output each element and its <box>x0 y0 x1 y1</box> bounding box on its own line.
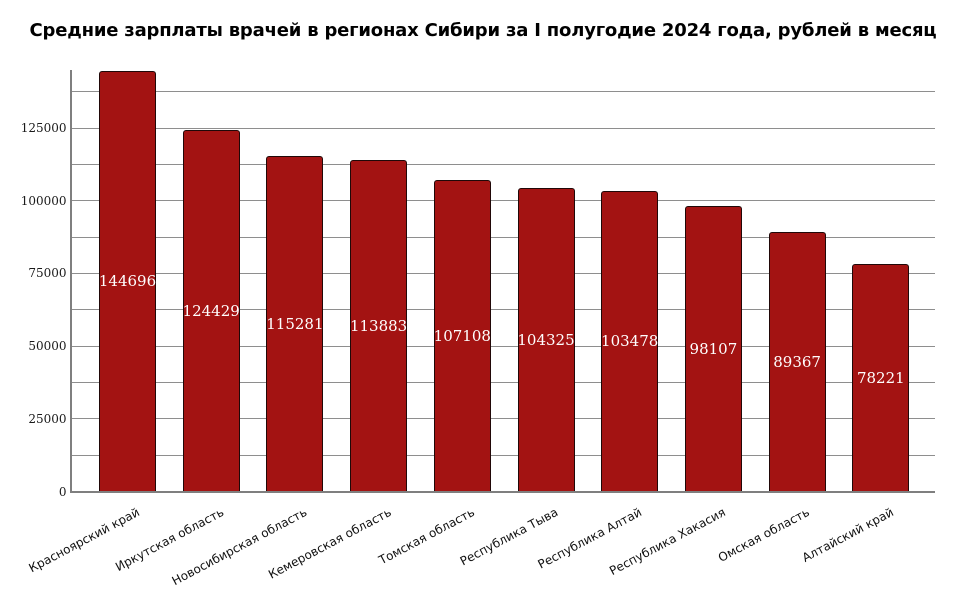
bar-value-label: 78221 <box>856 368 905 387</box>
bar-value-label: 115281 <box>266 314 324 333</box>
chart-title: Средние зарплаты врачей в регионах Сибир… <box>29 20 937 41</box>
bar-value-label: 107108 <box>433 326 491 345</box>
bar <box>182 129 240 492</box>
y-tick-label: 100000 <box>20 193 67 208</box>
x-axis-spine <box>69 491 935 493</box>
grid-line <box>70 163 935 165</box>
y-tick-label: 25000 <box>28 411 67 426</box>
bar-value-label: 98107 <box>689 339 738 358</box>
bar <box>517 188 575 492</box>
grid-line <box>70 236 935 238</box>
grid-line <box>70 91 935 93</box>
bar <box>99 70 156 492</box>
bar <box>768 231 826 492</box>
bar-value-label: 124429 <box>182 301 240 320</box>
y-tick-label: 0 <box>58 484 67 499</box>
bar <box>684 206 742 492</box>
bar <box>852 264 910 492</box>
grid-line <box>70 309 935 311</box>
bar-value-label: 144696 <box>98 272 157 291</box>
bar-value-label: 103478 <box>601 332 659 351</box>
y-axis-spine <box>69 70 72 492</box>
bar-value-label: 89367 <box>773 352 821 371</box>
grid-line <box>70 454 935 456</box>
bar <box>266 156 324 492</box>
bar-value-label: 104325 <box>517 330 575 349</box>
x-axis-label: Омская область <box>715 504 812 565</box>
grid-line <box>70 345 935 347</box>
grid-line <box>70 272 935 274</box>
bar <box>433 180 491 492</box>
grid-line <box>70 127 935 129</box>
grid-line <box>70 200 935 202</box>
x-axis-label: Алтайский край <box>799 504 896 565</box>
y-tick-label: 75000 <box>28 266 67 281</box>
bar-value-label: 113883 <box>349 316 408 335</box>
bar <box>601 190 659 492</box>
x-axis-label: Новосибирская область <box>169 504 310 588</box>
grid-line <box>70 381 935 383</box>
y-tick-label: 125000 <box>20 121 67 136</box>
bar <box>350 160 408 492</box>
y-tick-label: 50000 <box>28 339 67 354</box>
grid-line <box>70 418 935 420</box>
